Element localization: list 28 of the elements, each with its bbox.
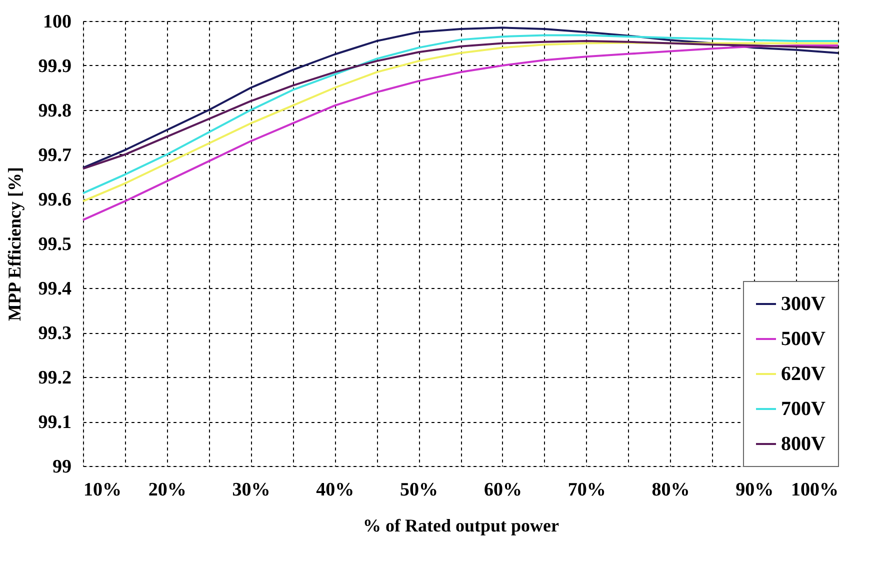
x-tick-label: 70%: [568, 480, 606, 500]
x-tick-label: 100%: [791, 480, 838, 500]
legend-label: 800V: [781, 433, 826, 455]
y-tick-label: 100: [43, 12, 72, 32]
y-tick-label: 99.7: [38, 145, 72, 166]
legend-label: 500V: [781, 328, 826, 350]
x-tick-label: 50%: [400, 480, 438, 500]
x-tick-label: 20%: [148, 480, 186, 500]
legend-label: 300V: [781, 293, 826, 315]
y-tick-label: 99.5: [38, 234, 72, 255]
y-tick-label: 99.3: [38, 323, 72, 344]
y-tick-label: 99.1: [38, 412, 72, 433]
x-tick-label: 30%: [232, 480, 270, 500]
x-tick-label: 80%: [652, 480, 690, 500]
y-tick-label: 99.8: [38, 100, 72, 122]
y-tick-label: 99.4: [38, 278, 72, 300]
y-tick-label: 99.2: [38, 368, 72, 388]
x-tick-label: 90%: [736, 480, 774, 500]
legend-label: 620V: [781, 363, 826, 385]
y-tick-label: 99: [52, 456, 72, 478]
legend-label: 700V: [781, 398, 826, 420]
x-tick-label: 10%: [84, 480, 122, 500]
x-tick-label: 60%: [484, 480, 522, 500]
x-axis-title: % of Rated output power: [363, 516, 560, 536]
x-tick-label: 40%: [316, 480, 354, 500]
y-tick-label: 99.9: [38, 56, 72, 77]
y-axis-title: MPP Efficiency [%]: [4, 167, 24, 321]
y-tick-label: 99.6: [38, 190, 72, 210]
